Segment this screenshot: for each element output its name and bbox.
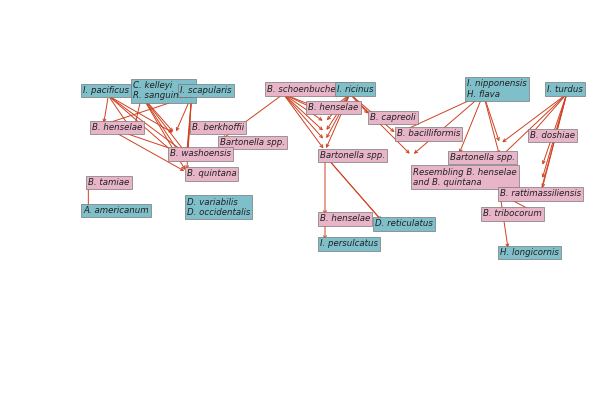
Text: B. capreoli: B. capreoli: [370, 113, 416, 122]
Text: B. schoenbuchensis: B. schoenbuchensis: [266, 85, 352, 93]
Text: C. kelleyi
R. sanguineus: C. kelleyi R. sanguineus: [133, 81, 194, 100]
Text: D. reticulatus: D. reticulatus: [375, 219, 433, 228]
Text: H. longicornis: H. longicornis: [500, 248, 559, 257]
Text: B. tamiae: B. tamiae: [88, 178, 130, 187]
Text: B. washoensis: B. washoensis: [170, 150, 231, 159]
Text: I. persulcatus: I. persulcatus: [320, 240, 378, 249]
Text: B. bacilliformis: B. bacilliformis: [397, 130, 460, 138]
Text: B. henselae: B. henselae: [308, 103, 359, 112]
Text: B. doshiae: B. doshiae: [530, 131, 575, 140]
Text: B. rattimassiliensis: B. rattimassiliensis: [500, 190, 581, 199]
Text: I. ricinus: I. ricinus: [337, 85, 373, 93]
Text: I. scapularis: I. scapularis: [180, 86, 232, 95]
Text: Bartonella spp.: Bartonella spp.: [220, 138, 285, 147]
Text: B. henselae: B. henselae: [320, 214, 370, 223]
Text: Bartonella spp.: Bartonella spp.: [320, 151, 385, 160]
Text: I. turdus: I. turdus: [547, 85, 583, 93]
Text: B. tribocorum: B. tribocorum: [484, 209, 542, 218]
Text: Bartonella spp.: Bartonella spp.: [450, 153, 515, 162]
Text: D. variabilis
D. occidentalis: D. variabilis D. occidentalis: [187, 198, 250, 217]
Text: A. americanum: A. americanum: [83, 206, 149, 215]
Text: B. henselae: B. henselae: [92, 123, 142, 132]
Text: B. quintana: B. quintana: [187, 169, 236, 178]
Text: B. berkhoffii: B. berkhoffii: [191, 123, 244, 132]
Text: I. nipponensis
H. flava: I. nipponensis H. flava: [467, 79, 526, 99]
Text: Resembling B. henselae
and B. quintana: Resembling B. henselae and B. quintana: [413, 168, 517, 187]
Text: I. pacificus: I. pacificus: [83, 86, 130, 95]
